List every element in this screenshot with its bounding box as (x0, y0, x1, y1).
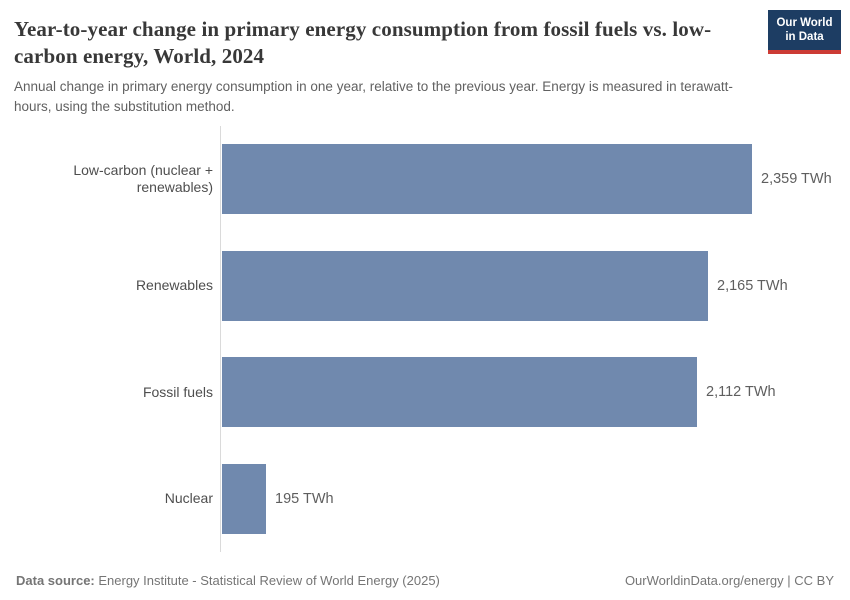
data-source-label: Data source: (16, 573, 95, 588)
bar-renewables[interactable] (222, 250, 708, 321)
category-label-nuclear: Nuclear (164, 490, 213, 506)
bar-row-low-carbon: Low-carbon (nuclear + renewables) 2,359 … (0, 126, 834, 233)
bar-fossil-fuels[interactable] (222, 357, 697, 428)
data-source-text: Energy Institute - Statistical Review of… (94, 573, 440, 588)
bar-chart: Low-carbon (nuclear + renewables) 2,359 … (0, 126, 834, 552)
category-label-low-carbon: Low-carbon (nuclear + renewables) (73, 161, 213, 196)
data-source-note: Data source: Energy Institute - Statisti… (16, 573, 440, 588)
bar-track: 2,165 TWh (220, 232, 834, 339)
chart-title: Year-to-year change in primary energy co… (14, 17, 712, 69)
bar-row-fossil-fuels: Fossil fuels 2,112 TWh (0, 339, 834, 446)
value-label-fossil-fuels: 2,112 TWh (706, 384, 776, 401)
bar-track: 195 TWh (220, 445, 834, 552)
bar-row-nuclear: Nuclear 195 TWh (0, 445, 834, 552)
bar-nuclear[interactable] (222, 463, 266, 534)
owid-logo-line1: Our World (776, 17, 833, 29)
category-label-renewables: Renewables (135, 277, 213, 293)
bar-row-renewables: Renewables 2,165 TWh (0, 232, 834, 339)
value-label-nuclear: 195 TWh (275, 490, 334, 507)
owid-logo[interactable]: Our World in Data (768, 10, 841, 54)
value-label-renewables: 2,165 TWh (717, 277, 788, 294)
owid-logo-line2: in Data (785, 31, 824, 44)
bar-track: 2,359 TWh (220, 126, 834, 233)
bar-low-carbon[interactable] (222, 144, 752, 215)
attribution-link[interactable]: OurWorldinData.org/energy | CC BY (624, 573, 834, 588)
chart-footer: Data source: Energy Institute - Statisti… (16, 573, 834, 588)
bar-track: 2,112 TWh (220, 339, 834, 446)
chart-subtitle: Annual change in primary energy consumpt… (14, 79, 733, 115)
category-label-fossil-fuels: Fossil fuels (142, 383, 213, 400)
value-label-low-carbon: 2,359 TWh (761, 171, 832, 188)
